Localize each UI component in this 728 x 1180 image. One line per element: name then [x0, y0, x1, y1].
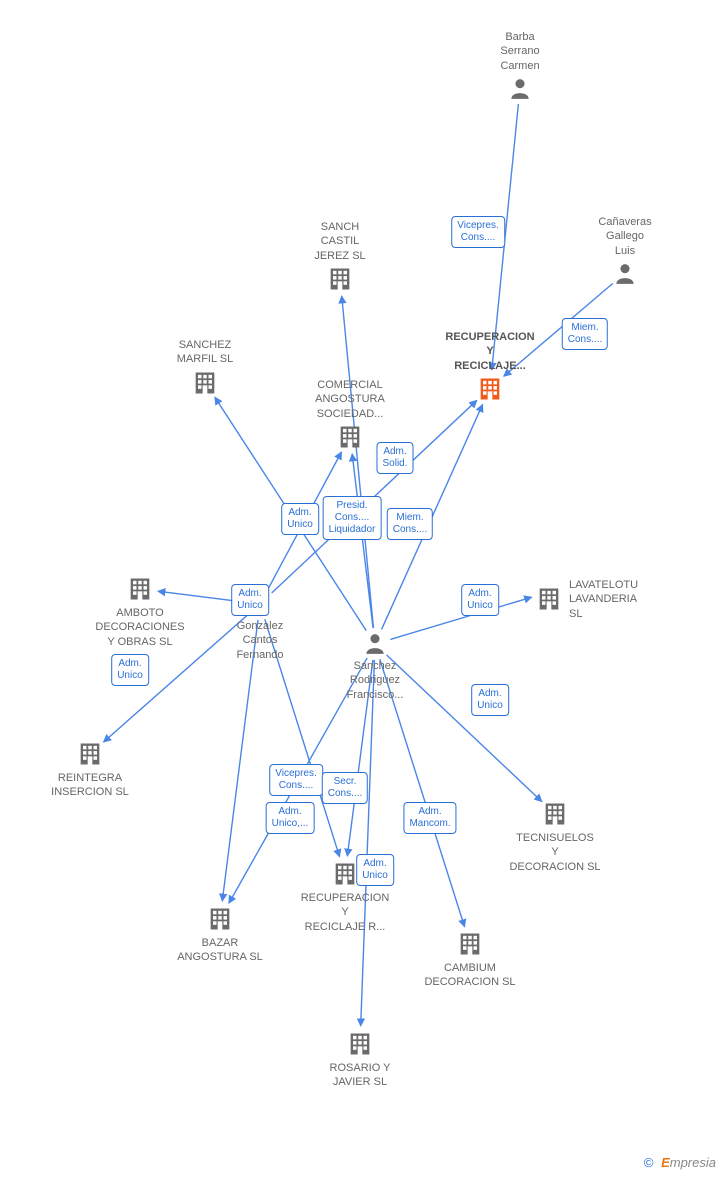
node-sanchez_r[interactable]: SanchezRodriguezFrancisco... [320, 630, 430, 704]
node-bazar[interactable]: BAZARANGOSTURA SL [165, 905, 275, 967]
node-sanchez_mar[interactable]: SANCHEZMARFIL SL [150, 338, 260, 400]
watermark: © Empresia [644, 1155, 716, 1170]
building-icon [476, 375, 504, 406]
edge-sanchez_r-rosario [361, 660, 375, 1026]
node-label: GonzalezCantosFernando [205, 619, 315, 662]
node-lavatelotu[interactable]: LAVATELOTULAVANDERIASL [535, 578, 705, 623]
node-label: LAVATELOTULAVANDERIASL [569, 578, 638, 621]
building-icon [541, 800, 569, 831]
edge-label: Miem. Cons.... [387, 508, 433, 540]
watermark-rest: mpresia [670, 1155, 716, 1170]
edge-sanchez_r-comercial [352, 454, 373, 628]
node-reintegra[interactable]: REINTEGRAINSERCION SL [35, 740, 145, 802]
node-label: BarbaSerranoCarmen [465, 30, 575, 73]
building-icon [331, 860, 359, 891]
node-label: SanchezRodriguezFrancisco... [320, 659, 430, 702]
copyright-symbol: © [644, 1155, 654, 1170]
person-icon [612, 260, 638, 289]
edge-label: Vicepres. Cons.... [269, 764, 323, 796]
edge-label: Adm. Unico [471, 684, 509, 716]
edge-label: Miem. Cons.... [562, 318, 608, 350]
node-amboto[interactable]: AMBOTODECORACIONESY OBRAS SL [85, 575, 195, 651]
node-canaveras[interactable]: CañaverasGallegoLuis [570, 215, 680, 289]
node-recup_main[interactable]: RECUPERACIONYRECICLAJE... [435, 330, 545, 406]
node-label: CAMBIUMDECORACION SL [415, 961, 525, 990]
node-cambium[interactable]: CAMBIUMDECORACION SL [415, 930, 525, 992]
node-label: SANCHCASTILJEREZ SL [285, 220, 395, 263]
person-icon [507, 75, 533, 104]
edge-label: Adm. Unico [111, 654, 149, 686]
node-label: COMERCIALANGOSTURASOCIEDAD... [295, 378, 405, 421]
node-rosario[interactable]: ROSARIO YJAVIER SL [305, 1030, 415, 1092]
node-label: TECNISUELOSYDECORACION SL [500, 831, 610, 874]
watermark-e: E [661, 1155, 670, 1170]
node-label: RECUPERACIONYRECICLAJE R... [290, 891, 400, 934]
building-icon [126, 575, 154, 606]
building-icon [336, 423, 364, 454]
edge-label: Adm. Unico,... [266, 802, 315, 834]
building-icon [206, 905, 234, 936]
node-label: REINTEGRAINSERCION SL [35, 771, 145, 800]
building-icon [326, 265, 354, 296]
edge-label: Secr. Cons.... [322, 772, 368, 804]
node-label: CañaverasGallegoLuis [570, 215, 680, 258]
edge-label: Vicepres. Cons.... [451, 216, 505, 248]
building-icon [456, 930, 484, 961]
edge-label: Adm. Unico [281, 503, 319, 535]
building-icon [191, 369, 219, 400]
building-icon [535, 585, 563, 616]
node-barba[interactable]: BarbaSerranoCarmen [465, 30, 575, 104]
node-label: BAZARANGOSTURA SL [165, 936, 275, 965]
edge-label: Adm. Unico [356, 854, 394, 886]
edge-label: Adm. Unico [461, 584, 499, 616]
node-tecnisuelos[interactable]: TECNISUELOSYDECORACION SL [500, 800, 610, 876]
building-icon [346, 1030, 374, 1061]
node-label: SANCHEZMARFIL SL [150, 338, 260, 367]
node-label: AMBOTODECORACIONESY OBRAS SL [85, 606, 195, 649]
person-icon [362, 630, 388, 659]
edge-label: Adm. Unico [231, 584, 269, 616]
edge-label: Adm. Mancom. [403, 802, 456, 834]
node-label: ROSARIO YJAVIER SL [305, 1061, 415, 1090]
edge-sanchez_r-sanch_cast [342, 296, 374, 628]
edge-label: Adm. Solid. [376, 442, 413, 474]
building-icon [76, 740, 104, 771]
node-sanch_cast[interactable]: SANCHCASTILJEREZ SL [285, 220, 395, 296]
edge-label: Presid. Cons.... Liquidador [323, 496, 382, 540]
node-label: RECUPERACIONYRECICLAJE... [435, 330, 545, 373]
